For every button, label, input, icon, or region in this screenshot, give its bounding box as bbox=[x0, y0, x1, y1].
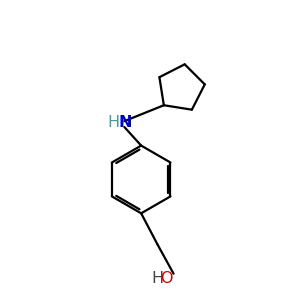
Text: H: H bbox=[108, 115, 120, 130]
Text: O: O bbox=[160, 271, 172, 286]
Text: N: N bbox=[119, 115, 132, 130]
Text: H: H bbox=[151, 271, 164, 286]
